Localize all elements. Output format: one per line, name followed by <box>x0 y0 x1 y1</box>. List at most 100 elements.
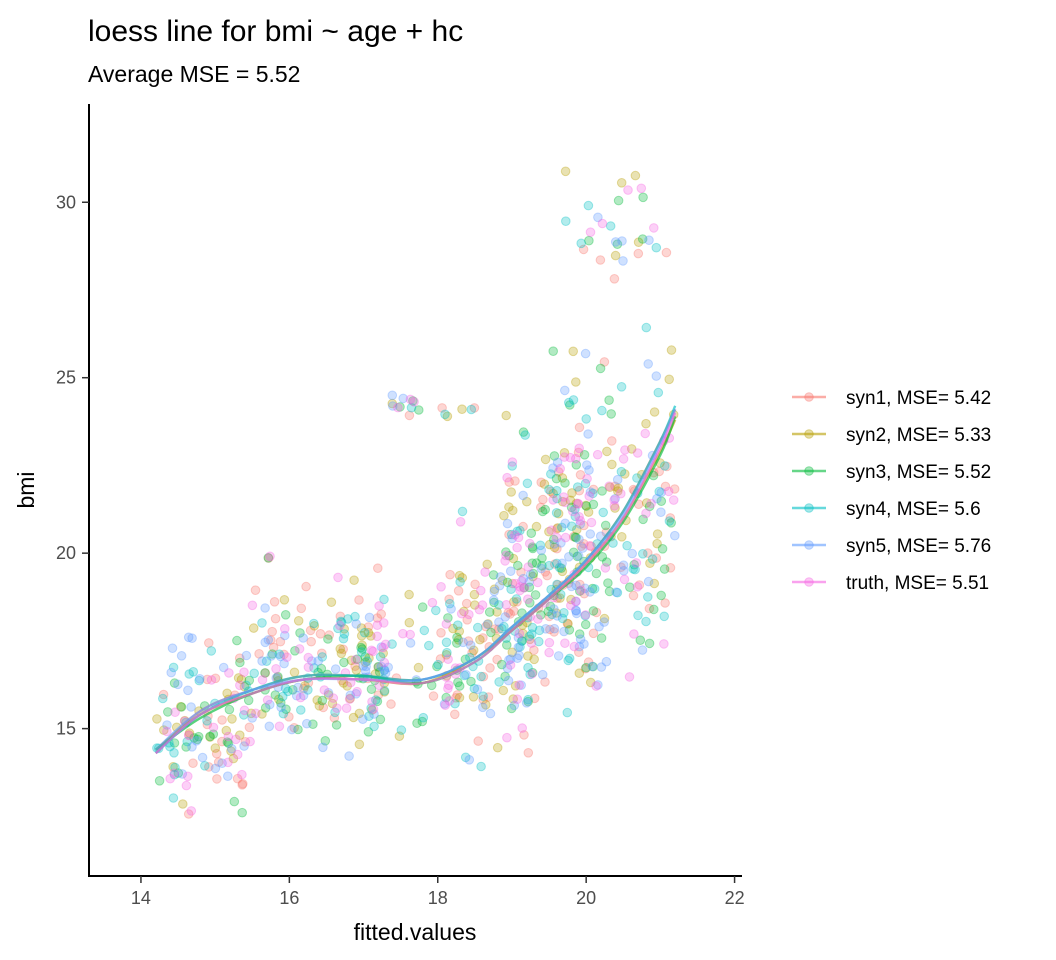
scatter-point <box>581 500 591 511</box>
scatter-point <box>539 479 550 489</box>
scatter-point <box>582 460 592 470</box>
scatter-point <box>460 752 471 763</box>
scatter-point <box>610 494 620 504</box>
scatter-point <box>540 454 551 465</box>
scatter-point <box>366 684 377 695</box>
legend: syn1, MSE= 5.42 syn2, MSE= 5.33 syn3, MSE=… <box>792 388 991 594</box>
scatter-point <box>507 533 517 544</box>
scatter-point <box>578 244 589 255</box>
scatter-point <box>613 486 623 496</box>
scatter-point <box>261 656 272 667</box>
scatter-point <box>610 481 620 492</box>
scatter-point <box>576 541 587 552</box>
scatter-point <box>176 701 186 712</box>
scatter-point <box>588 488 598 499</box>
scatter-point <box>241 680 251 691</box>
scatter-point <box>652 529 663 539</box>
scatter-point <box>200 761 210 771</box>
scatter-point <box>651 553 662 563</box>
scatter-point <box>165 773 175 784</box>
scatter-point <box>210 763 221 774</box>
scatter-point <box>556 538 566 548</box>
scatter-point <box>566 521 577 532</box>
scatter-point <box>468 645 479 656</box>
scatter-point <box>526 638 537 648</box>
scatter-point <box>205 731 215 742</box>
scatter-point <box>504 477 515 487</box>
scatter-point <box>352 654 363 665</box>
scatter-point <box>178 799 188 809</box>
scatter-point <box>464 755 475 765</box>
scatter-point <box>571 605 581 616</box>
scatter-point <box>633 248 644 259</box>
scatter-point <box>571 377 581 387</box>
scatter-point <box>540 504 551 515</box>
legend-item: syn1, MSE= 5.42 <box>792 388 991 409</box>
scatter-point <box>524 631 535 642</box>
scatter-point <box>565 400 575 410</box>
scatter-point <box>457 404 467 415</box>
scatter-point <box>339 624 350 634</box>
scatter-point <box>656 590 667 601</box>
scatter-point <box>526 629 537 639</box>
scatter-point <box>404 410 415 421</box>
scatter-point <box>565 495 576 506</box>
scatter-point <box>373 662 384 673</box>
scatter-point <box>260 637 271 648</box>
scatter-point <box>169 678 180 688</box>
scatter-point <box>573 498 583 509</box>
scatter-point <box>571 532 581 543</box>
scatter-point <box>485 708 496 719</box>
scatter-point <box>575 634 586 645</box>
scatter-point <box>502 577 513 588</box>
scatter-point <box>518 521 528 532</box>
scatter-point <box>593 680 603 690</box>
scatter-point <box>184 728 195 738</box>
scatter-point <box>579 639 589 649</box>
x-tick-label: 22 <box>725 888 745 908</box>
scatter-point <box>359 627 370 638</box>
scatter-point <box>607 459 617 470</box>
scatter-point <box>536 545 547 556</box>
scatter-point <box>446 604 456 614</box>
scatter-point <box>592 449 603 460</box>
scatter-point <box>657 544 668 554</box>
scatter-point <box>234 653 245 664</box>
scatter-point <box>195 674 205 684</box>
scatter-point <box>369 709 379 719</box>
scatter-point <box>602 446 612 457</box>
scatter-point <box>620 445 630 455</box>
scatter-point <box>378 648 389 659</box>
scatter-point <box>295 628 305 638</box>
scatter-point <box>576 238 587 249</box>
scatter-point <box>536 563 547 574</box>
scatter-point <box>441 692 452 703</box>
scatter-point <box>442 647 452 658</box>
scatter-point <box>476 585 486 596</box>
scatter-point <box>525 634 535 645</box>
scatter-point <box>551 473 562 484</box>
scatter-point <box>428 691 439 701</box>
scatter-point <box>574 443 585 454</box>
scatter-point <box>517 576 527 586</box>
scatter-point <box>217 758 227 769</box>
scatter-point <box>540 677 550 687</box>
scatter-point <box>404 617 415 628</box>
scatter-point <box>263 635 274 645</box>
scatter-point <box>574 512 584 522</box>
scatter-point <box>656 487 667 498</box>
scatter-point <box>616 488 626 499</box>
scatter-point <box>506 529 517 540</box>
scatter-point <box>344 694 355 705</box>
scatter-point <box>659 564 670 574</box>
scatter-point <box>540 567 551 577</box>
scatter-point <box>280 610 291 620</box>
scatter-point <box>613 195 624 206</box>
scatter-point <box>533 614 543 624</box>
scatter-point <box>612 587 623 598</box>
scatter-point <box>476 671 486 682</box>
scatter-point <box>574 647 584 658</box>
scatter-point <box>549 627 559 637</box>
scatter-point <box>570 504 580 515</box>
legend-item: syn2, MSE= 5.33 <box>792 425 991 446</box>
